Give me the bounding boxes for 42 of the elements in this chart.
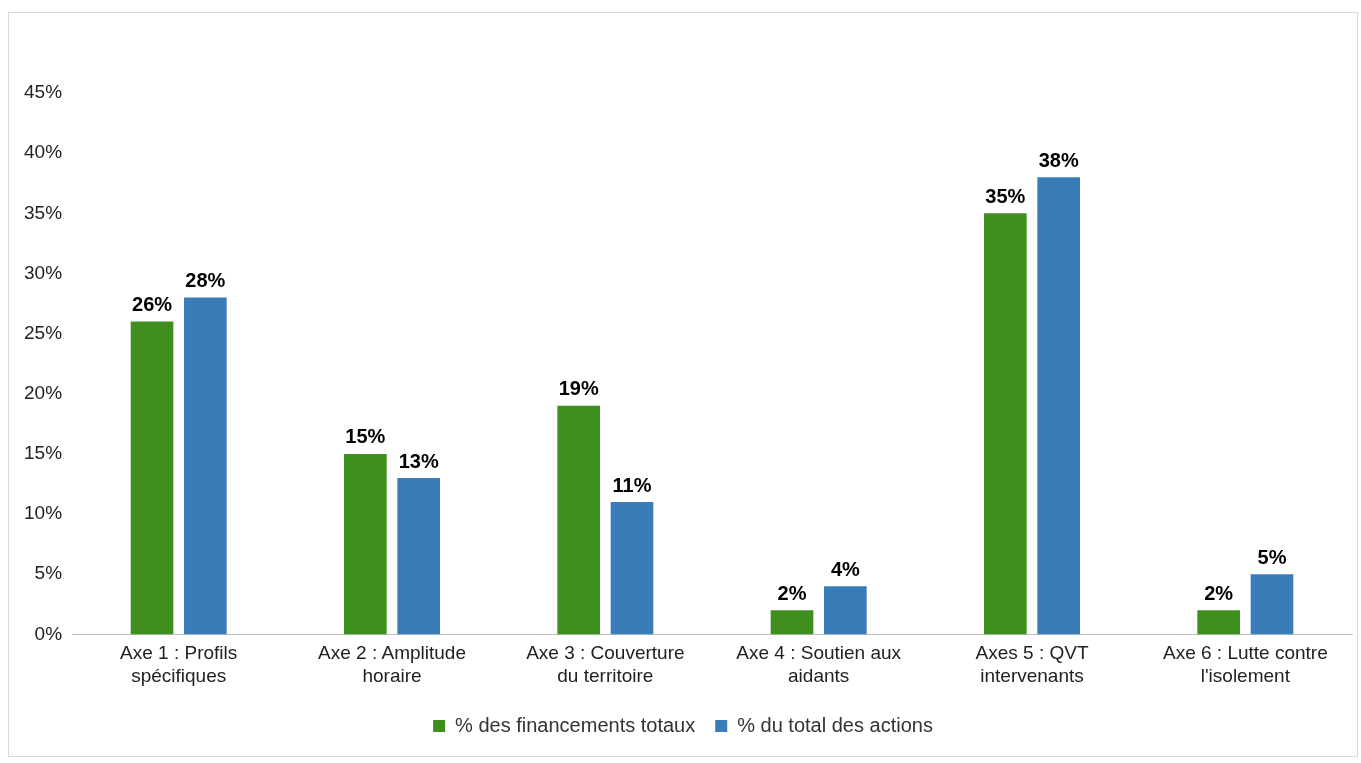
x-tick-label: Axe 6 : Lutte contre l'isolement [1162,642,1328,686]
bar [1197,610,1240,635]
bar [1037,177,1081,635]
bar [1250,574,1294,635]
bar [184,297,227,635]
y-tick-label: 10% [24,502,63,524]
y-tick-label: 0% [34,622,63,644]
bar [824,586,867,635]
y-tick-label: 30% [24,261,63,283]
y-tick-label: 15% [24,442,63,464]
legend-label: % du total des actions [737,713,933,736]
data-label: 2% [1204,581,1234,604]
data-label: 11% [612,473,652,496]
x-tick-label: Axes 5 : QVT intervenants [975,642,1089,686]
y-tick-label: 25% [24,321,63,343]
x-tick-label: Axe 4 : Soutien aux aidants [736,642,902,686]
bar [397,478,441,635]
data-label: 13% [398,449,439,472]
data-label: 26% [132,293,173,316]
y-tick-label: 45% [24,81,63,103]
y-tick-label: 20% [24,382,63,404]
x-tick-label: Axe 1 : Profils spécifiques [120,642,238,686]
bar [344,453,387,635]
y-tick-label: 35% [24,201,63,223]
bar [557,405,601,635]
x-tick-label: Axe 2 : Amplitude horaire [318,642,466,686]
data-label: 15% [345,425,386,448]
data-label: 2% [777,581,807,604]
data-label: 35% [985,184,1026,207]
data-label: 19% [558,377,599,400]
x-tick-label: Axe 3 : Couverture du territoire [526,642,685,686]
y-tick-label: 40% [24,141,63,163]
data-label: 28% [185,269,226,292]
legend-label: % des financements totaux [455,713,696,736]
data-label: 5% [1257,545,1287,568]
y-tick-label: 5% [34,562,63,584]
data-label: 4% [830,557,861,580]
bar [610,502,654,635]
bar [130,321,174,635]
bar [984,213,1027,635]
data-label: 38% [1038,148,1079,171]
bar [770,610,814,635]
